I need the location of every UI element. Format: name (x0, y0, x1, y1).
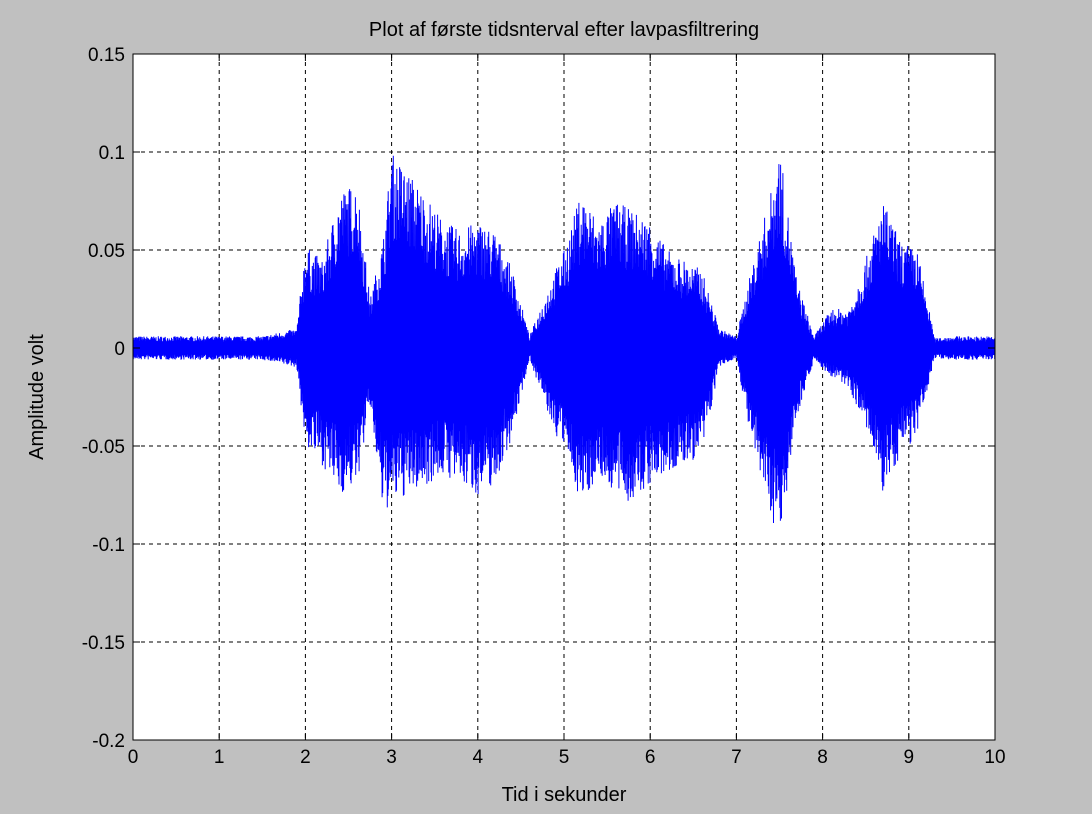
x-tick-label: 0 (128, 747, 139, 768)
x-tick-label: 8 (817, 747, 828, 768)
y-tick-label: -0.1 (92, 535, 125, 556)
y-tick-labels: -0.2 -0.15 -0.1 -0.05 0 0.05 0.1 0.15 (82, 45, 125, 752)
x-tick-labels: 0 1 2 3 4 5 6 7 8 9 10 (128, 747, 1006, 768)
signal-trace (132, 155, 996, 524)
x-tick-label: 4 (473, 747, 484, 768)
signal-line (132, 155, 996, 524)
x-tick-label: 5 (559, 747, 570, 768)
chart-title: Plot af første tidsnterval efter lavpasf… (369, 19, 759, 41)
grid-lines (133, 54, 995, 740)
x-tick-label: 3 (386, 747, 397, 768)
x-tick-label: 7 (731, 747, 742, 768)
y-tick-label: -0.05 (82, 437, 125, 458)
x-tick-label: 1 (214, 747, 225, 768)
axis-ticks (132, 53, 996, 741)
y-tick-label: 0.1 (99, 143, 125, 164)
y-tick-label: 0 (114, 339, 125, 360)
x-tick-label: 10 (984, 747, 1005, 768)
y-axis-label: Amplitude volt (26, 334, 48, 460)
x-tick-label: 6 (645, 747, 656, 768)
x-axis-label: Tid i sekunder (502, 784, 627, 806)
y-tick-label: 0.05 (88, 241, 125, 262)
y-tick-label: 0.15 (88, 45, 125, 66)
y-tick-label: -0.15 (82, 633, 125, 654)
x-tick-label: 2 (300, 747, 311, 768)
y-tick-label: -0.2 (92, 731, 125, 752)
x-tick-label: 9 (904, 747, 915, 768)
